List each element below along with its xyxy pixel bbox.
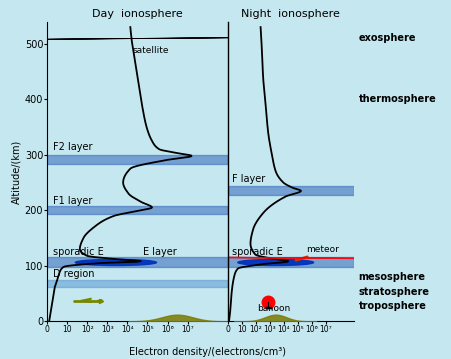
Ellipse shape bbox=[83, 256, 451, 260]
Text: F1 layer: F1 layer bbox=[53, 196, 92, 206]
Text: balloon: balloon bbox=[257, 304, 290, 313]
Text: thermosphere: thermosphere bbox=[359, 94, 436, 104]
Ellipse shape bbox=[75, 260, 156, 266]
Bar bbox=[47, 257, 228, 267]
Text: F2 layer: F2 layer bbox=[53, 142, 92, 152]
Bar bbox=[47, 206, 228, 214]
Text: F layer: F layer bbox=[231, 174, 265, 184]
Text: Electron density/(electrons/cm³): Electron density/(electrons/cm³) bbox=[129, 348, 286, 358]
Text: E layer: E layer bbox=[143, 247, 177, 257]
Text: meteor: meteor bbox=[306, 244, 339, 253]
Text: sporadic E: sporadic E bbox=[53, 247, 104, 257]
Bar bbox=[228, 257, 354, 267]
Bar bbox=[0, 36, 446, 40]
Text: satellite: satellite bbox=[132, 46, 169, 55]
Text: mesosphere: mesosphere bbox=[359, 272, 426, 282]
Bar bbox=[0, 36, 451, 41]
Text: sporadic E: sporadic E bbox=[231, 247, 282, 257]
Bar bbox=[47, 155, 228, 164]
Bar bbox=[0, 36, 409, 40]
Title: Night  ionosphere: Night ionosphere bbox=[241, 9, 341, 19]
Text: stratosphere: stratosphere bbox=[359, 287, 429, 297]
Bar bbox=[0, 36, 451, 41]
Text: exosphere: exosphere bbox=[359, 33, 416, 43]
Bar bbox=[228, 186, 354, 195]
Title: Day  ionosphere: Day ionosphere bbox=[92, 9, 183, 19]
Bar bbox=[47, 280, 228, 287]
Text: troposphere: troposphere bbox=[359, 301, 426, 311]
Ellipse shape bbox=[238, 260, 313, 266]
Y-axis label: Altitude/(km): Altitude/(km) bbox=[12, 139, 22, 204]
Text: D region: D region bbox=[53, 269, 94, 279]
